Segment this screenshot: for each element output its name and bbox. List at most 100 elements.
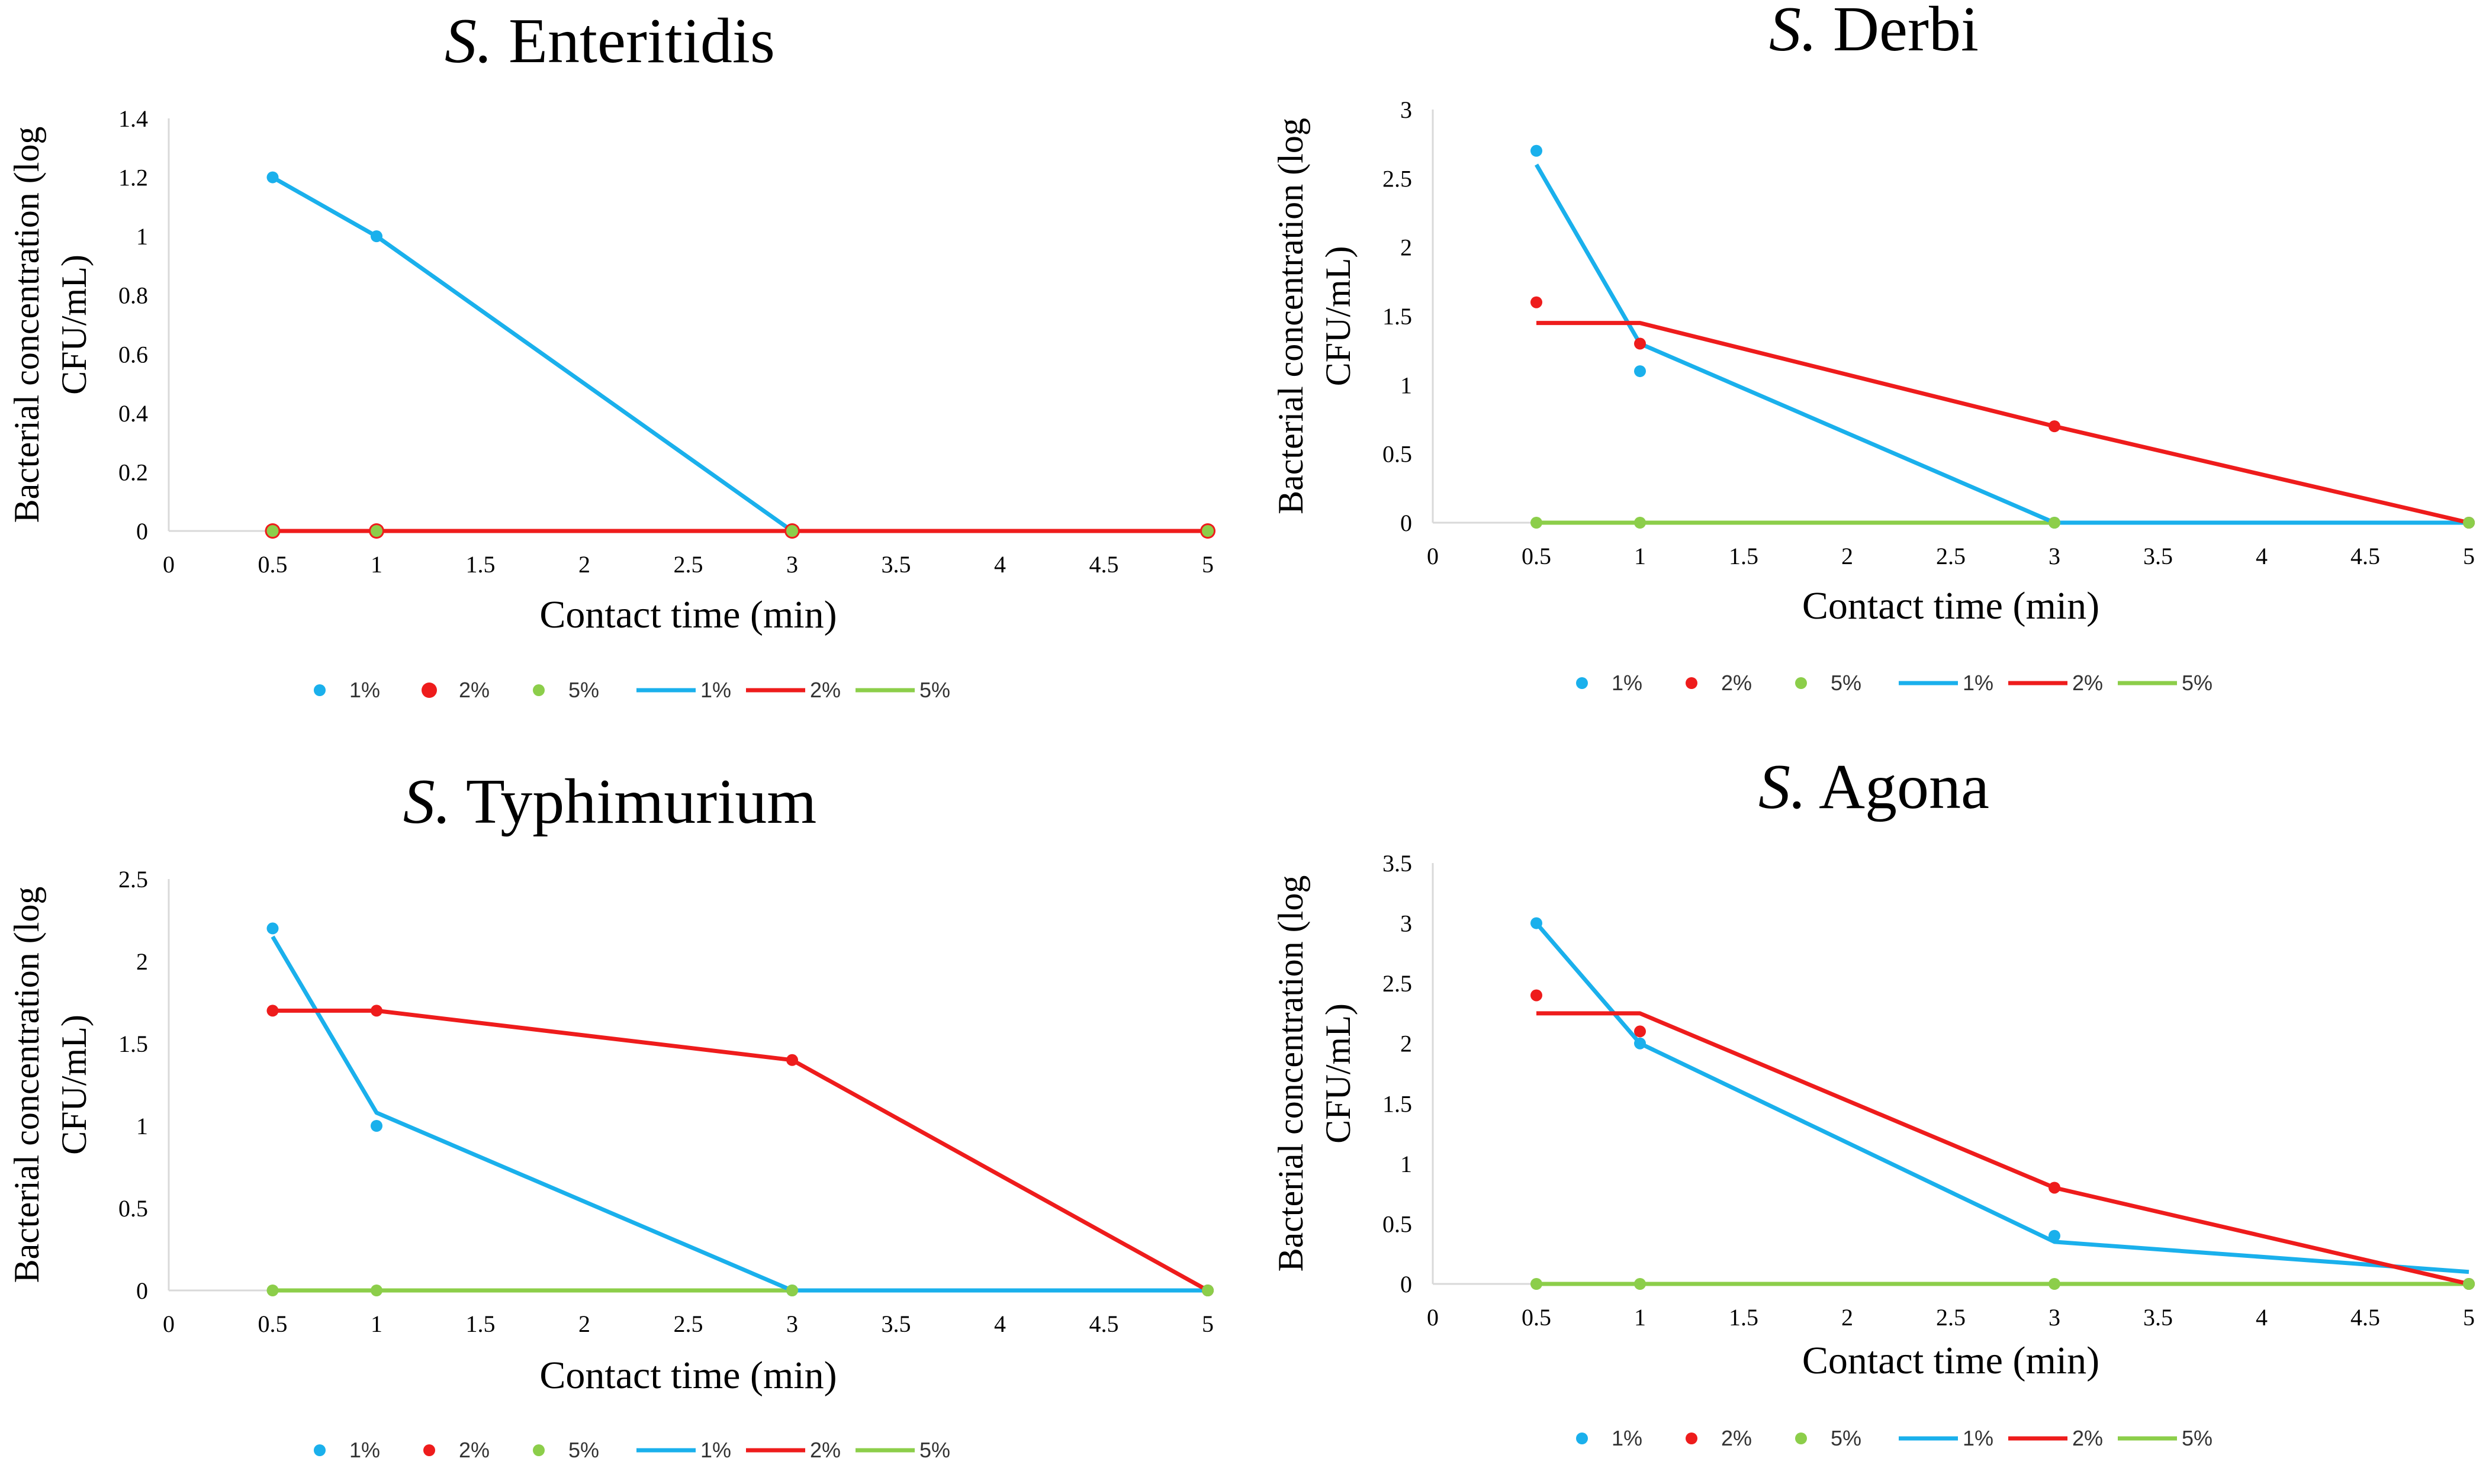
- data-point-5pct: [1202, 525, 1214, 537]
- legend-marker-2pct: [1686, 1433, 1697, 1444]
- y-tick-label: 2: [1400, 234, 1412, 261]
- x-tick-label: 4.5: [1089, 551, 1119, 578]
- chart-title: S. Agona: [1758, 752, 1989, 822]
- legend-marker-1pct: [1576, 1433, 1588, 1444]
- x-tick-label: 4.5: [2350, 543, 2380, 569]
- data-point-1pct: [371, 230, 382, 243]
- data-point-1pct: [266, 922, 279, 935]
- y-tick-label: 0.6: [118, 341, 148, 368]
- chart-title-serovar: Derbi: [1817, 0, 1979, 65]
- y-axis-label-line1: Bacterial concentration (log: [1271, 875, 1310, 1272]
- x-tick-label: 5: [1202, 1311, 1214, 1337]
- chart-panel-2: S. Derbi 0 0.5 1 1.5 2 2.5 3 0 0.5 1 1.5 2 2.5 3 3.5 4 4.…: [1271, 0, 2475, 695]
- x-axis-label: Contact time (min): [1802, 1339, 2099, 1382]
- y-tick-label: 1.4: [118, 105, 148, 132]
- y-axis-label-line2: CFU/mL): [54, 1015, 94, 1155]
- data-point-1pct: [1530, 917, 1542, 929]
- data-point-5pct: [1634, 1278, 1646, 1290]
- legend-label: 5%: [1831, 671, 1861, 695]
- chart-title-serovar: Agona: [1806, 752, 1989, 822]
- data-point-2pct: [2049, 420, 2060, 433]
- legend-label: 5%: [2182, 671, 2213, 695]
- chart-title-genus: S.: [1758, 752, 1806, 822]
- x-tick-label: 5: [2463, 1304, 2475, 1331]
- x-tick-label: 2.5: [1936, 1304, 1966, 1331]
- legend-label: 2%: [2072, 671, 2103, 695]
- data-point-2pct: [1530, 296, 1542, 308]
- y-tick-label: 0: [136, 1277, 148, 1304]
- data-point-5pct: [1634, 517, 1646, 529]
- legend-label: 2%: [810, 678, 841, 702]
- y-tick-label: 0.5: [1382, 1211, 1412, 1237]
- data-point-1pct: [1530, 144, 1542, 157]
- x-tick-label: 0: [1427, 1304, 1439, 1331]
- x-tick-label: 4: [2256, 1304, 2268, 1331]
- y-axis-label-line2: CFU/mL): [1319, 1003, 1358, 1144]
- y-tick-label: 0.5: [1382, 441, 1412, 468]
- x-axis-label: Contact time (min): [539, 593, 837, 636]
- y-tick-label: 0.4: [118, 400, 148, 427]
- x-tick-label: 4.5: [2350, 1304, 2380, 1331]
- chart-panel-3: S. Typhimurium 0 0.5 1 1.5 2 2.5 0 0.5 1 1.5 2 2.5 3 3…: [7, 767, 1214, 1462]
- y-axis-label-line1: Bacterial concentration (log: [1271, 118, 1310, 514]
- data-point-1pct: [2049, 1229, 2060, 1242]
- legend-marker-2pct: [422, 683, 437, 698]
- series-line-2pct: [272, 1008, 1209, 1293]
- legend-label: 2%: [1721, 1426, 1752, 1450]
- series-line-1pct: [271, 175, 1208, 533]
- data-point-1pct: [1634, 1037, 1646, 1050]
- x-tick-label: 3.5: [882, 1311, 911, 1337]
- x-tick-label: 1.5: [466, 1311, 496, 1337]
- x-tick-label: 2: [1841, 1304, 1853, 1331]
- x-tick-label: 0.5: [1522, 1304, 1551, 1331]
- y-tick-label: 2: [1400, 1031, 1412, 1057]
- data-point-2pct: [786, 1054, 798, 1066]
- x-tick-label: 3.5: [2143, 1304, 2173, 1331]
- x-tick-label: 3: [2049, 543, 2060, 569]
- y-tick-label: 3: [1400, 910, 1412, 937]
- x-tick-label: 3: [786, 1311, 798, 1337]
- series-line-1pct: [271, 935, 1208, 1293]
- legend-label: 1%: [1612, 1426, 1642, 1450]
- x-axis-label: Contact time (min): [1802, 584, 2099, 627]
- legend-label: 5%: [919, 1438, 950, 1462]
- legend-marker-1pct: [314, 1444, 326, 1456]
- y-tick-label: 0: [1400, 1271, 1412, 1298]
- legend-label: 5%: [568, 678, 599, 702]
- chart-title-serovar: Typhimurium: [451, 767, 816, 837]
- legend-marker-1pct: [314, 684, 326, 696]
- data-point-5pct: [2463, 517, 2475, 529]
- series-line-2pct: [1536, 1011, 2469, 1286]
- x-tick-label: 0.5: [1522, 543, 1551, 569]
- x-tick-label: 2: [578, 551, 590, 578]
- data-point-1pct: [371, 1120, 382, 1132]
- data-point-5pct: [371, 1285, 382, 1296]
- legend-label: 1%: [1963, 671, 1993, 695]
- x-tick-label: 4: [994, 1311, 1006, 1337]
- legend-marker-1pct: [1576, 677, 1588, 689]
- legend-marker-5pct: [1795, 1433, 1807, 1444]
- x-tick-label: 0.5: [258, 1311, 288, 1337]
- legend-label: 5%: [2182, 1426, 2213, 1450]
- y-tick-label: 0: [136, 518, 148, 545]
- chart-panel-1: S. Enteritidis 0 0.2 0.4 0.6 0.8 1 1.2 1.4 0 0.5 1 1…: [7, 6, 1215, 702]
- legend-label: 2%: [2072, 1426, 2103, 1450]
- legend-label: 2%: [810, 1438, 841, 1462]
- legend-label: 5%: [568, 1438, 599, 1462]
- legend-label: 1%: [1612, 671, 1642, 695]
- y-tick-label: 1.5: [1382, 303, 1412, 330]
- y-tick-label: 2.5: [1382, 165, 1412, 192]
- x-tick-label: 0: [1427, 543, 1439, 569]
- series-line-1pct: [1534, 163, 2469, 525]
- data-point-5pct: [266, 525, 279, 537]
- x-tick-label: 5: [1202, 551, 1214, 578]
- legend-marker-2pct: [423, 1444, 435, 1456]
- legend-label: 5%: [919, 678, 950, 702]
- chart-title: S. Typhimurium: [403, 767, 816, 837]
- data-point-5pct: [1530, 517, 1542, 529]
- y-axis-label-line2: CFU/mL): [54, 255, 94, 395]
- x-tick-label: 3: [786, 551, 798, 578]
- data-point-5pct: [1530, 1278, 1542, 1290]
- legend-marker-5pct: [533, 684, 545, 696]
